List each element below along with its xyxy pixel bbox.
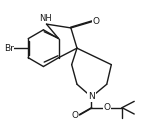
Text: O: O [103,103,111,112]
Text: O: O [93,17,100,26]
Text: Br: Br [4,44,14,53]
Text: N: N [88,92,95,101]
Text: O: O [72,111,79,120]
Text: NH: NH [39,14,52,23]
